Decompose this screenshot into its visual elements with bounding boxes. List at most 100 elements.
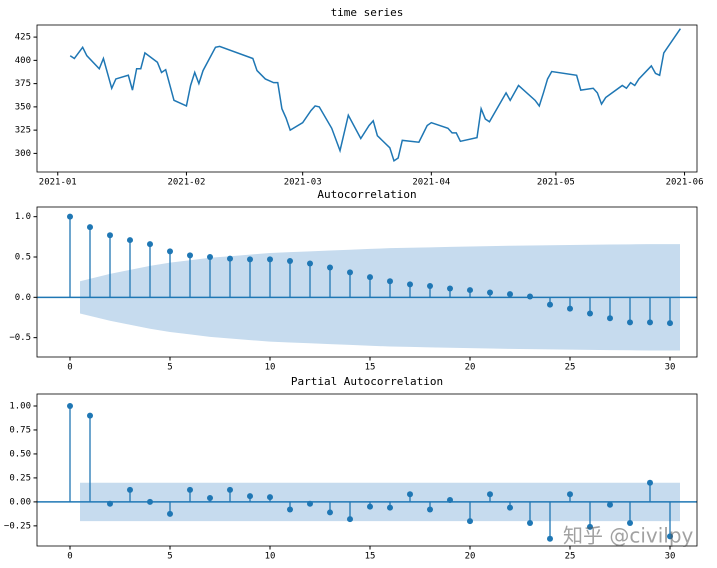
plot-frame — [36, 24, 698, 173]
plot-frame — [36, 206, 698, 358]
stem-marker — [387, 278, 393, 285]
stem-marker — [67, 213, 73, 220]
y-tick-label: 0.0 — [15, 293, 31, 303]
stem-marker — [227, 255, 233, 262]
stem-marker — [507, 291, 513, 298]
stem-marker — [667, 533, 673, 540]
stem-marker — [627, 519, 633, 526]
stem-marker — [547, 535, 553, 542]
stem-marker — [167, 248, 173, 255]
stem-marker — [207, 254, 213, 260]
x-tick-label: 0 — [67, 552, 72, 562]
x-tick-label: 5 — [167, 363, 172, 373]
x-tick-label: 2021-06 — [666, 178, 704, 188]
stem-marker — [367, 274, 373, 281]
x-tick-label: 25 — [565, 552, 576, 562]
y-tick-label: 1.0 — [15, 212, 31, 222]
stem-marker — [627, 319, 633, 326]
x-tick-label: 15 — [365, 552, 376, 562]
stem-marker — [267, 494, 273, 501]
x-tick-label: 5 — [167, 552, 172, 562]
stem-marker — [547, 301, 553, 308]
stem-marker — [347, 516, 353, 523]
y-tick-label: −0.5 — [9, 333, 31, 343]
stem-marker — [447, 496, 453, 503]
stem-marker — [447, 285, 453, 292]
stem-marker — [247, 256, 253, 263]
y-tick-label: 0.25 — [9, 473, 31, 483]
stem-marker — [327, 509, 333, 516]
stem-marker — [587, 310, 593, 317]
chart-title: Autocorrelation — [317, 188, 416, 201]
y-tick-label: 375 — [15, 79, 31, 89]
x-tick-label: 10 — [265, 552, 276, 562]
y-tick-label: 0.50 — [9, 449, 31, 459]
x-tick-label: 2021-02 — [167, 178, 205, 188]
stem-marker — [607, 501, 613, 508]
y-tick-label: 350 — [15, 102, 31, 112]
x-tick-label: 0 — [67, 363, 72, 373]
stem-marker — [407, 281, 413, 288]
stem-marker — [347, 269, 353, 276]
x-tick-label: 30 — [665, 363, 676, 373]
stem-marker — [107, 232, 113, 239]
x-tick-label: 2021-01 — [39, 178, 77, 188]
stem-marker — [527, 519, 533, 526]
stem-marker — [567, 305, 573, 312]
stem-marker — [127, 237, 133, 244]
series-line — [69, 28, 682, 163]
x-tick-label: 2021-03 — [284, 178, 322, 188]
y-tick-label: 1.00 — [9, 401, 31, 411]
stem-marker — [207, 495, 213, 502]
x-tick-label: 10 — [265, 363, 276, 373]
stem-marker — [647, 319, 653, 326]
stem-marker — [507, 504, 513, 511]
stem-marker — [247, 493, 253, 500]
y-tick-label: 325 — [15, 126, 31, 136]
stem-marker — [227, 486, 233, 493]
stem-marker — [647, 479, 653, 486]
y-tick-label: 0.5 — [15, 253, 31, 263]
stem-marker — [607, 315, 613, 322]
stem-marker — [87, 224, 93, 231]
y-tick-label: 0.00 — [9, 497, 31, 507]
x-tick-label: 2021-05 — [537, 178, 575, 188]
chart-title: time series — [331, 6, 404, 19]
x-tick-label: 20 — [465, 552, 476, 562]
x-tick-label: 25 — [565, 363, 576, 373]
stem-marker — [87, 412, 93, 419]
y-tick-label: 400 — [15, 56, 31, 66]
stem-marker — [387, 504, 393, 511]
stem-marker — [427, 506, 433, 513]
stem-marker — [187, 486, 193, 493]
stem-marker — [307, 500, 313, 507]
stem-marker — [307, 260, 313, 267]
stem-marker — [427, 283, 433, 290]
stem-marker — [467, 287, 473, 294]
y-tick-label: 300 — [15, 149, 31, 159]
stem-marker — [467, 518, 473, 525]
stem-marker — [527, 293, 533, 300]
y-tick-label: −0.25 — [4, 521, 31, 531]
watermark: 知乎 @civilpy — [563, 524, 694, 548]
stem-marker — [67, 402, 73, 409]
stem-marker — [267, 256, 273, 263]
stem-marker — [127, 486, 133, 493]
stem-marker — [487, 289, 493, 296]
x-tick-label: 15 — [365, 363, 376, 373]
stem-marker — [327, 264, 333, 271]
stem-marker — [587, 523, 593, 530]
stem-marker — [147, 498, 153, 505]
stem-marker — [567, 491, 573, 498]
x-tick-label: 2021-04 — [412, 178, 450, 188]
stem-marker — [107, 500, 113, 507]
x-tick-label: 20 — [465, 363, 476, 373]
stem-marker — [667, 320, 673, 327]
stem-marker — [287, 258, 293, 265]
stem-marker — [287, 506, 293, 513]
stem-marker — [147, 241, 153, 248]
stem-marker — [367, 503, 373, 510]
y-tick-label: 0.75 — [9, 425, 31, 435]
stem-marker — [407, 491, 413, 498]
